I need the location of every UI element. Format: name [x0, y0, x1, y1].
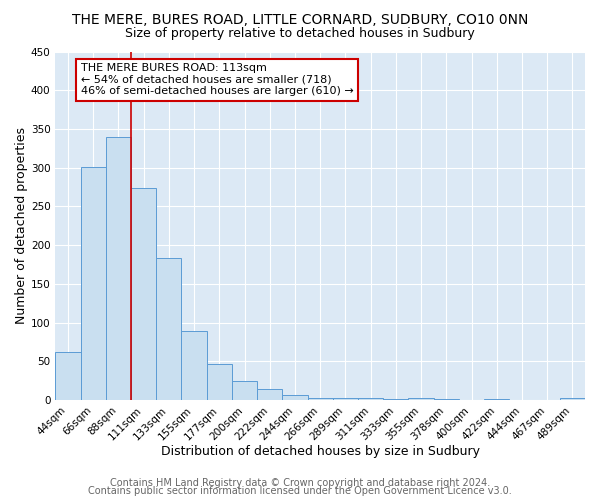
- Bar: [232, 382, 257, 400]
- Bar: [181, 331, 207, 400]
- Text: THE MERE BURES ROAD: 113sqm
← 54% of detached houses are smaller (718)
46% of se: THE MERE BURES ROAD: 113sqm ← 54% of det…: [80, 63, 353, 96]
- Bar: [560, 398, 585, 400]
- Bar: [383, 399, 409, 400]
- Bar: [308, 398, 333, 400]
- Bar: [131, 188, 156, 400]
- Text: Contains HM Land Registry data © Crown copyright and database right 2024.: Contains HM Land Registry data © Crown c…: [110, 478, 490, 488]
- Bar: [484, 399, 509, 400]
- Bar: [333, 398, 358, 400]
- Bar: [156, 258, 181, 400]
- Bar: [106, 136, 131, 400]
- Bar: [80, 167, 106, 400]
- X-axis label: Distribution of detached houses by size in Sudbury: Distribution of detached houses by size …: [161, 444, 479, 458]
- Y-axis label: Number of detached properties: Number of detached properties: [15, 128, 28, 324]
- Bar: [207, 364, 232, 400]
- Bar: [358, 398, 383, 400]
- Bar: [283, 394, 308, 400]
- Text: Size of property relative to detached houses in Sudbury: Size of property relative to detached ho…: [125, 28, 475, 40]
- Bar: [434, 399, 459, 400]
- Bar: [257, 389, 283, 400]
- Bar: [409, 398, 434, 400]
- Text: Contains public sector information licensed under the Open Government Licence v3: Contains public sector information licen…: [88, 486, 512, 496]
- Bar: [55, 352, 80, 400]
- Text: THE MERE, BURES ROAD, LITTLE CORNARD, SUDBURY, CO10 0NN: THE MERE, BURES ROAD, LITTLE CORNARD, SU…: [72, 12, 528, 26]
